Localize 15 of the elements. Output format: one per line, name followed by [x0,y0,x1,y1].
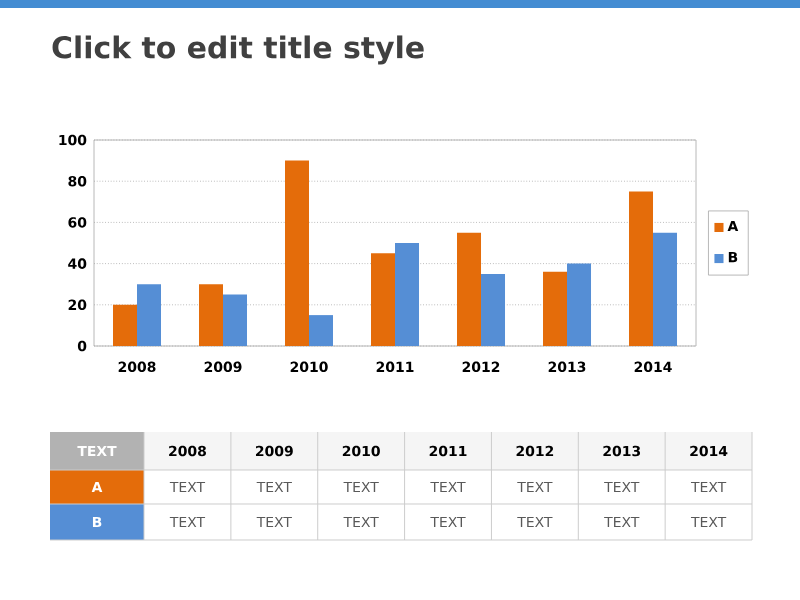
bar [653,232,678,347]
bar [629,191,654,347]
bar [309,315,333,347]
chart-title: Click to edit title style [52,35,424,65]
bar [199,284,223,347]
bar [543,271,568,347]
bar [567,263,592,347]
bar [371,253,396,347]
bar [285,160,309,347]
bar [457,232,482,347]
bar [113,304,137,347]
bar [481,273,506,347]
bar [223,294,247,347]
bar [137,284,161,347]
bar [395,243,420,347]
